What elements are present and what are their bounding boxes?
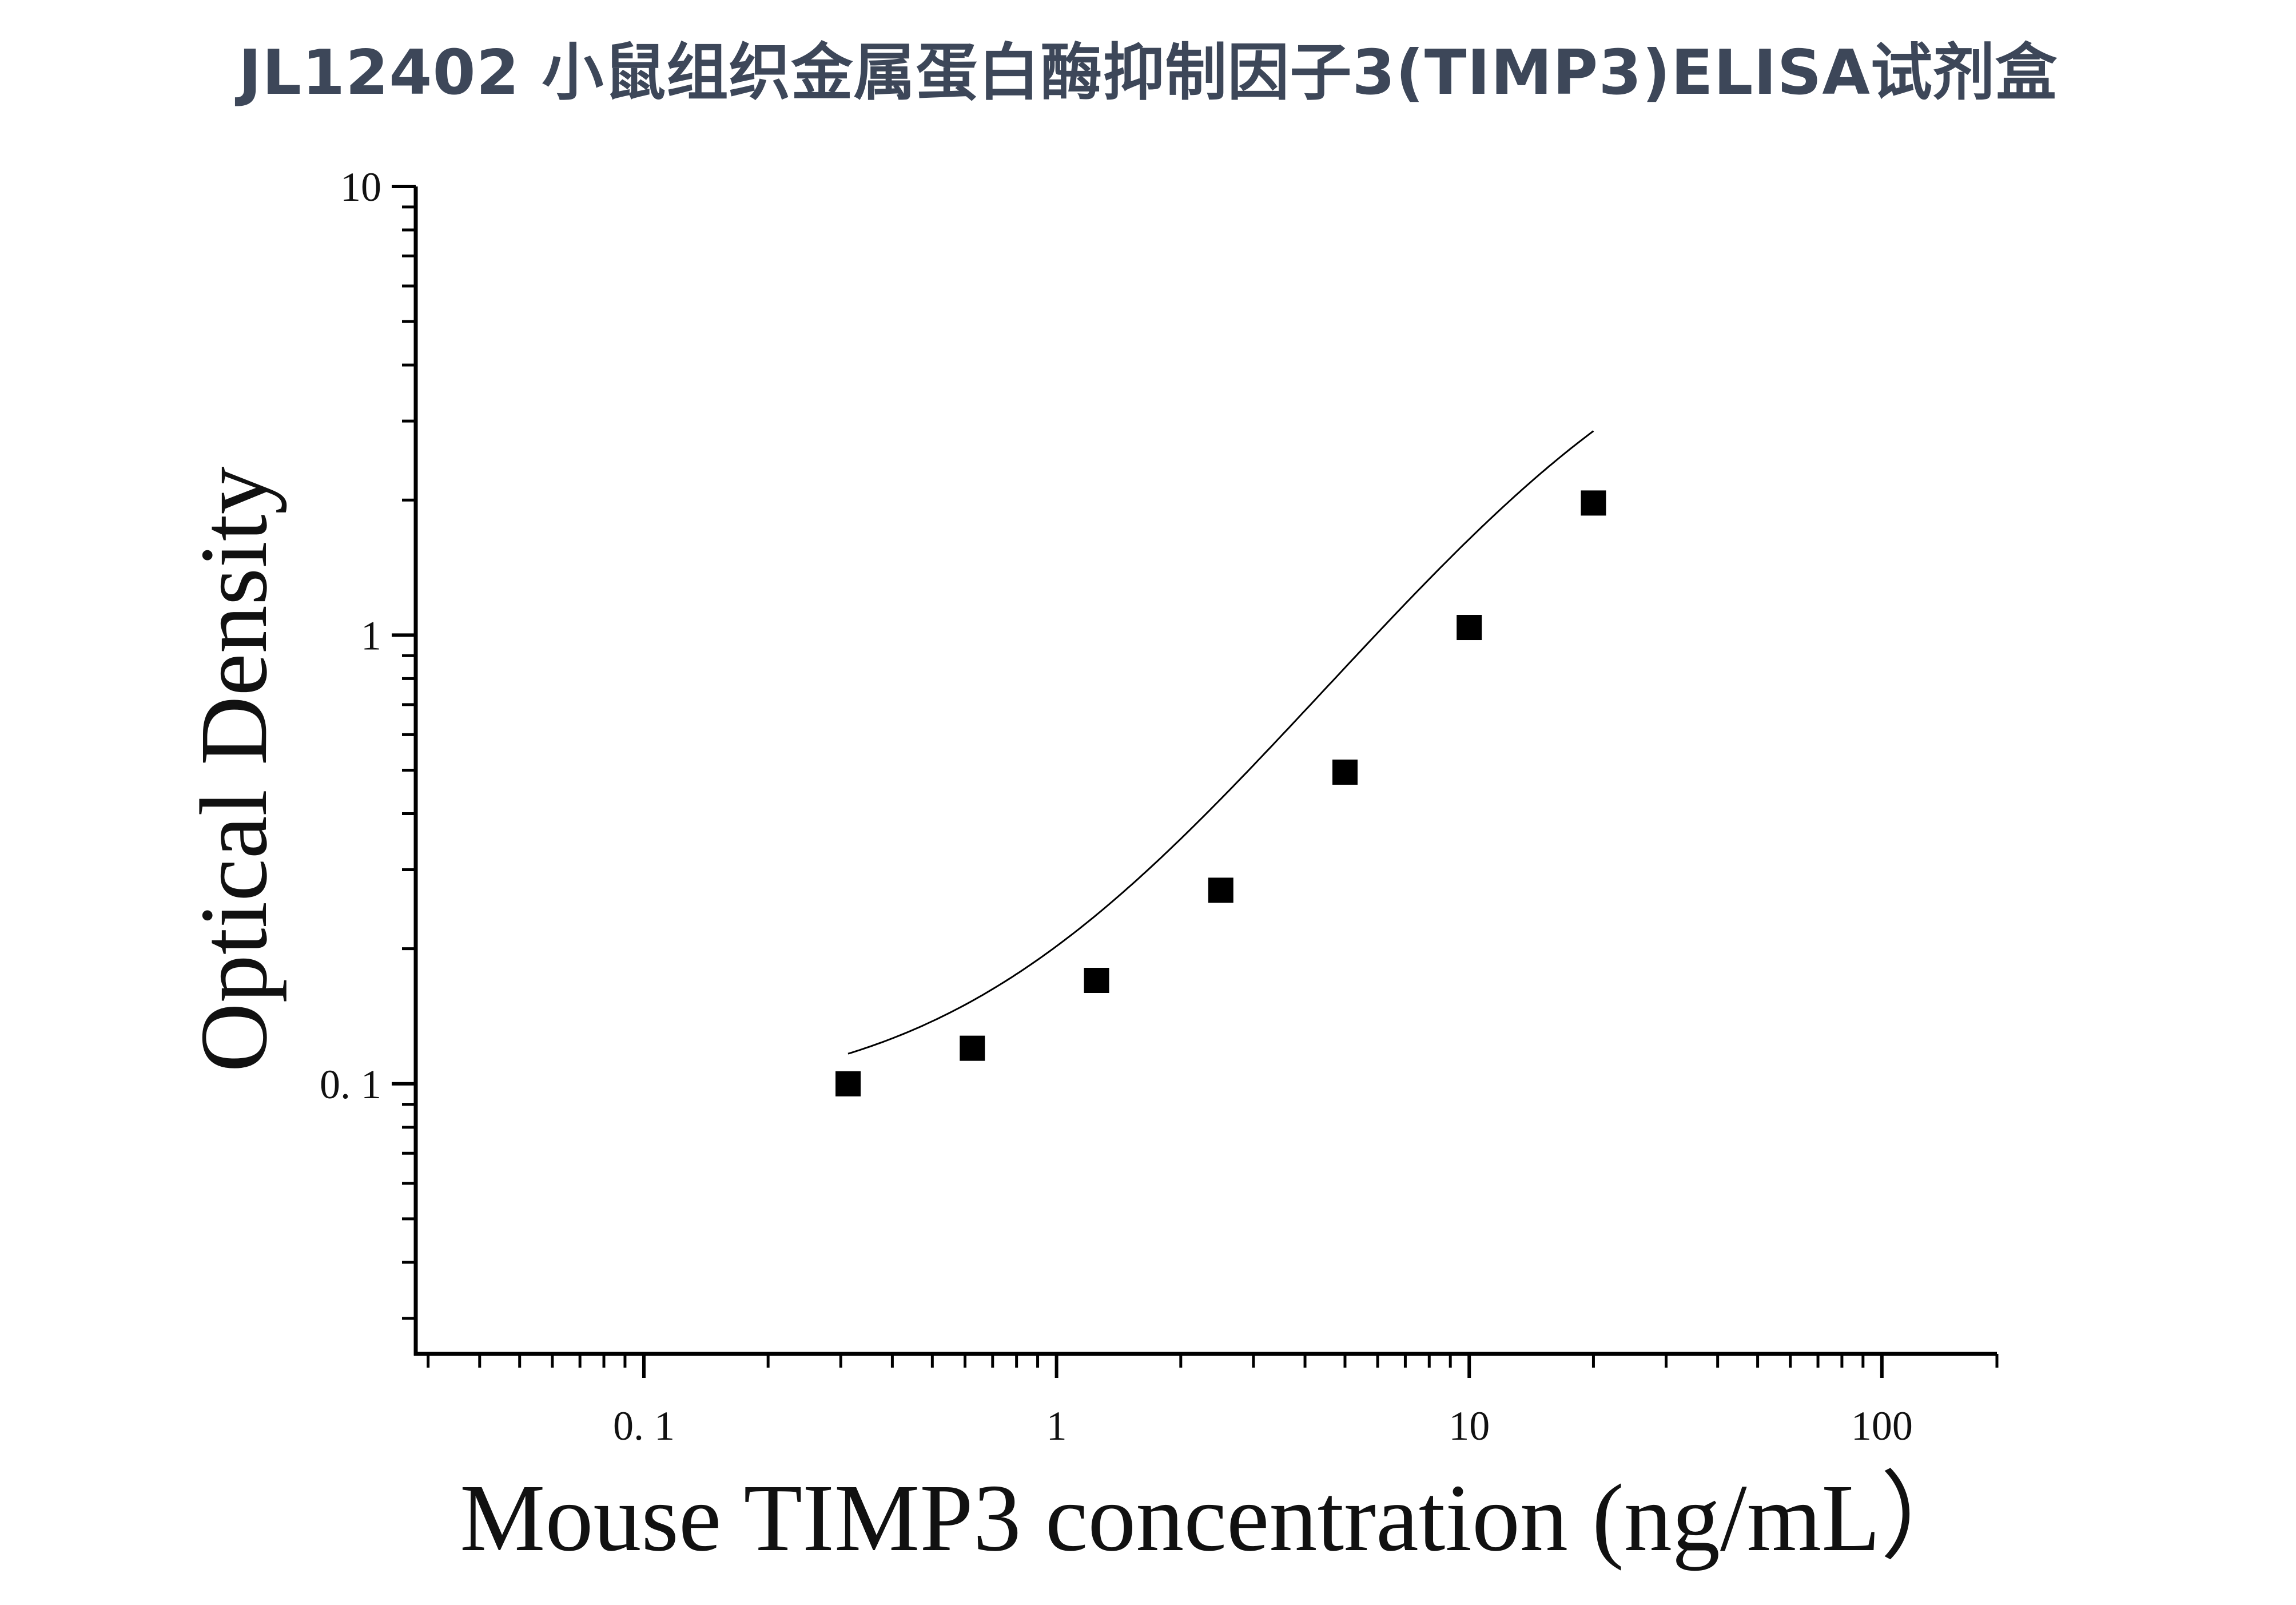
data-point	[1332, 759, 1358, 785]
fit-curve-layer	[847, 430, 1594, 1055]
fit-curve	[847, 430, 1594, 1055]
data-point	[1208, 877, 1233, 903]
data-point	[1457, 615, 1482, 641]
y-tick-label: 10	[340, 164, 381, 210]
y-tick-label: 0. 1	[320, 1062, 381, 1107]
data-point	[960, 1035, 985, 1061]
tick-labels-layer: 0. 1 1 10 100 0. 1 1 10	[320, 164, 1913, 1449]
data-point	[1581, 490, 1606, 516]
x-tick-label: 10	[1449, 1403, 1490, 1449]
data-point	[835, 1071, 861, 1097]
y-tick-label: 1	[361, 613, 381, 658]
x-tick-label: 100	[1851, 1403, 1913, 1449]
x-axis-title: Mouse TIMP3 concentration (ng/mL）	[460, 1465, 1976, 1571]
data-points-layer	[835, 490, 1606, 1097]
y-axis-title: Optical Density	[181, 466, 287, 1072]
axes	[392, 185, 1999, 1378]
chart-title: JL12402 小鼠组织金属蛋白酶抑制因子3(TIMP3)ELISA试剂盒	[238, 37, 2058, 109]
data-point	[1084, 967, 1109, 993]
x-tick-label: 1	[1046, 1403, 1067, 1449]
x-tick-label: 0. 1	[613, 1403, 675, 1449]
